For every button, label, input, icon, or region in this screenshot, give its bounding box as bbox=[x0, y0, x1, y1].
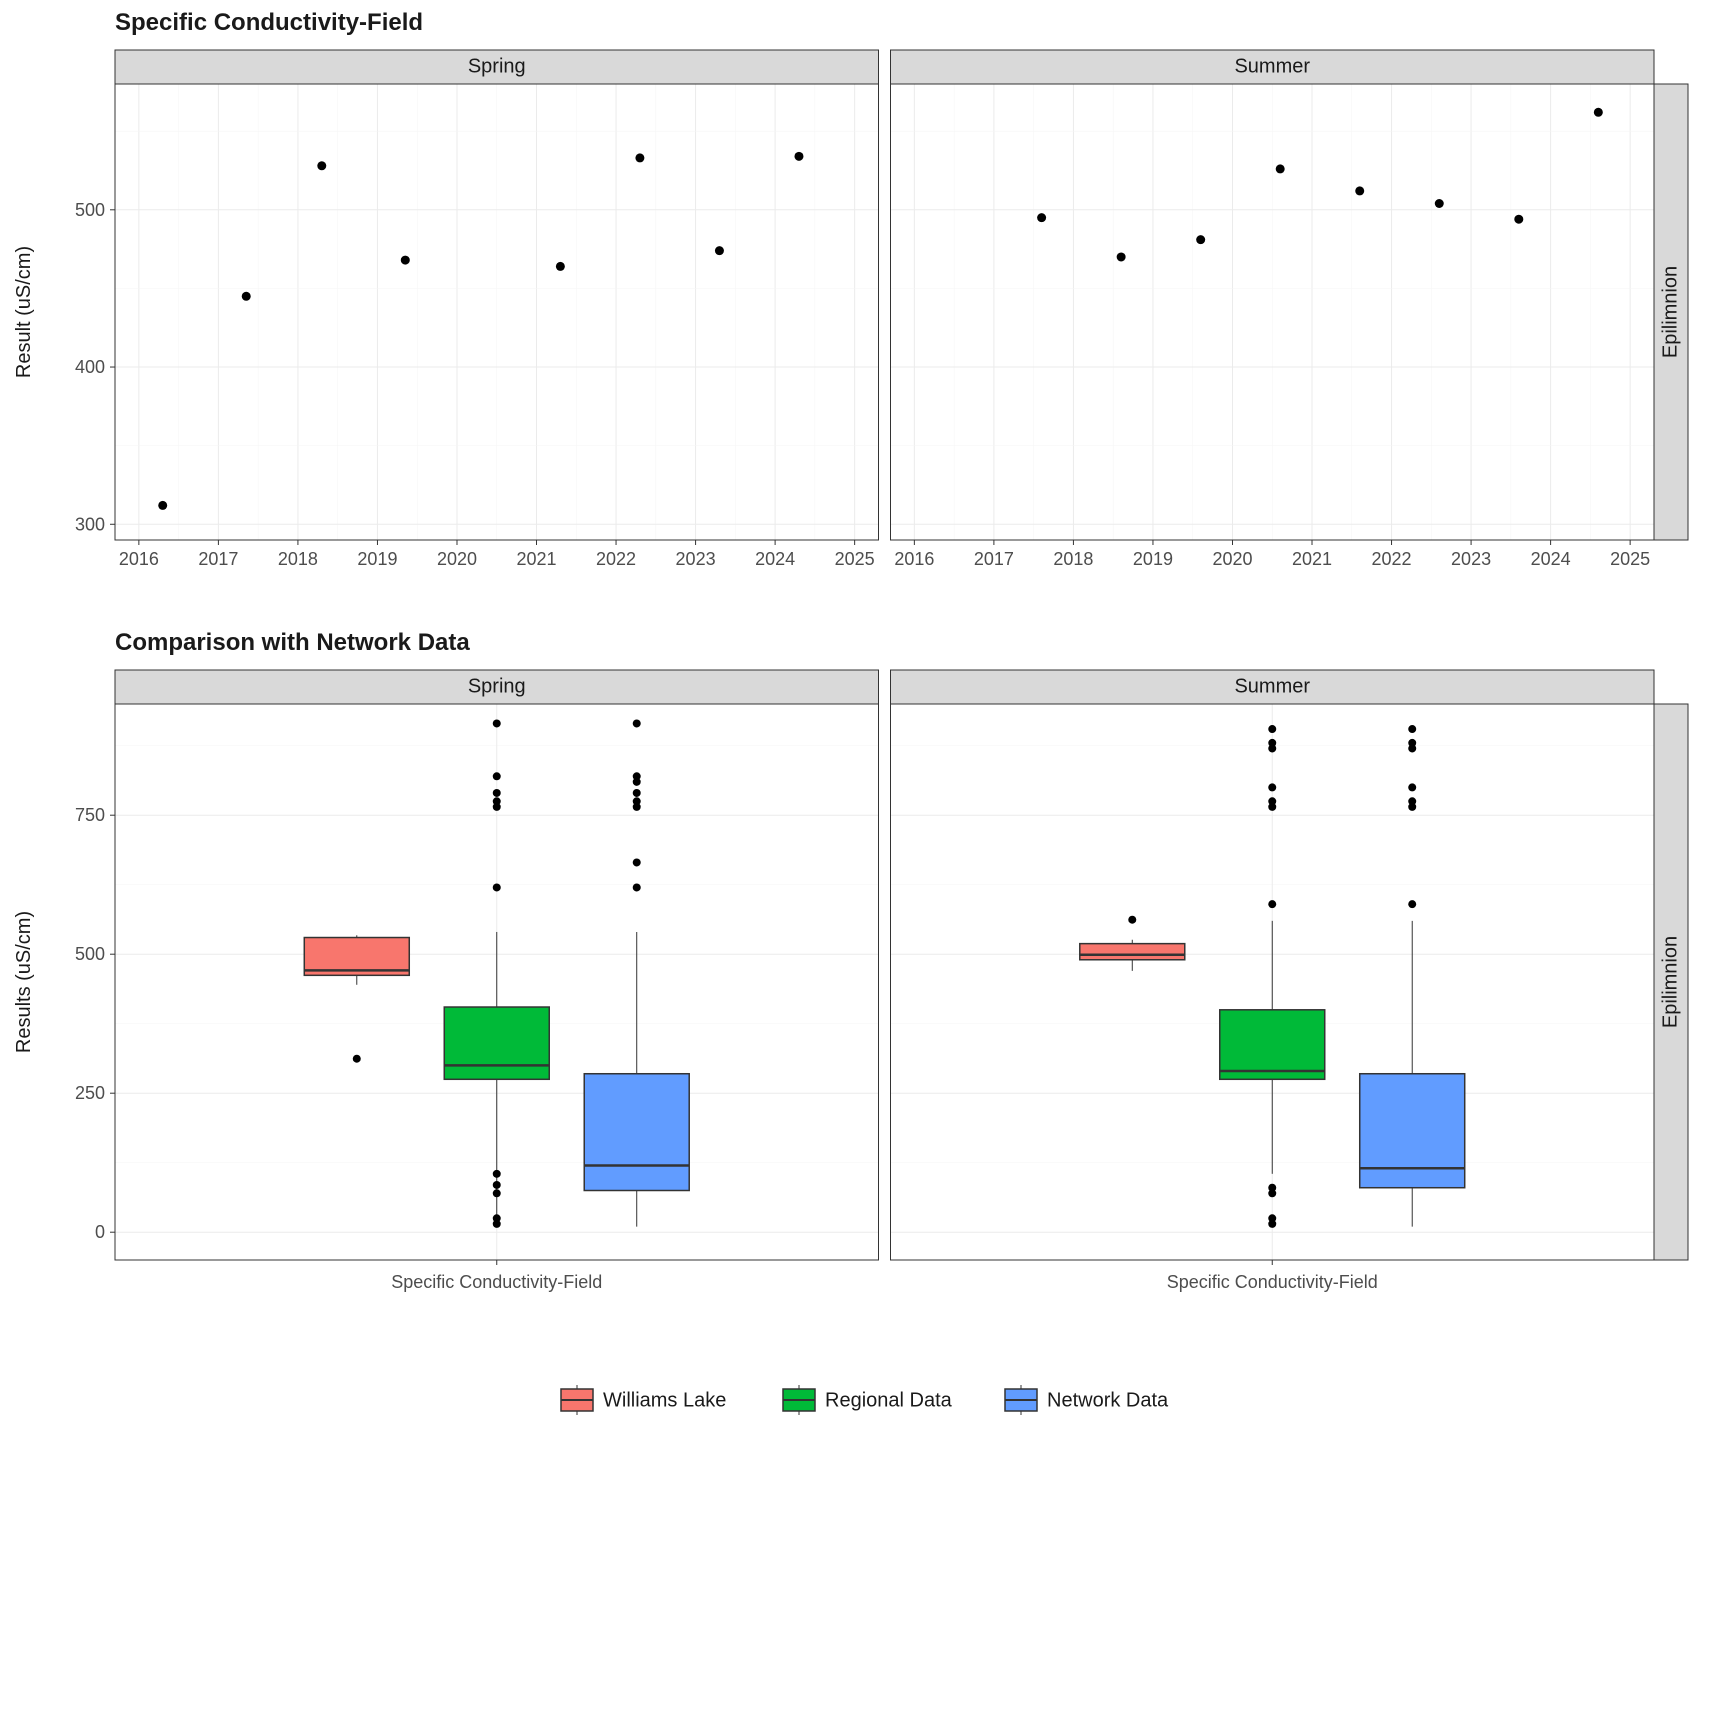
box-outlier bbox=[493, 719, 501, 727]
box-outlier bbox=[1408, 744, 1416, 752]
box-outlier bbox=[1268, 803, 1276, 811]
box-rect bbox=[584, 1074, 689, 1191]
scatter-point bbox=[1196, 235, 1205, 244]
y-tick-label: 500 bbox=[75, 944, 105, 964]
y-tick-label: 250 bbox=[75, 1083, 105, 1103]
box-outlier bbox=[633, 789, 641, 797]
x-tick-label: 2017 bbox=[974, 549, 1014, 569]
scatter-point bbox=[635, 153, 644, 162]
box-outlier bbox=[633, 719, 641, 727]
box-outlier bbox=[1268, 725, 1276, 733]
box-outlier bbox=[493, 1170, 501, 1178]
box-outlier bbox=[493, 883, 501, 891]
box-outlier bbox=[493, 1181, 501, 1189]
x-tick-label: 2024 bbox=[1531, 549, 1571, 569]
boxplot-title: Comparison with Network Data bbox=[115, 629, 470, 656]
scatter-point bbox=[1117, 252, 1126, 261]
box-outlier bbox=[633, 778, 641, 786]
box-outlier bbox=[493, 803, 501, 811]
box-outlier bbox=[1408, 900, 1416, 908]
scatter-point bbox=[794, 152, 803, 161]
scatter-point bbox=[1594, 108, 1603, 117]
x-tick-label: 2016 bbox=[119, 549, 159, 569]
box-outlier bbox=[633, 803, 641, 811]
scatter-point bbox=[317, 161, 326, 170]
x-tick-label: 2020 bbox=[1212, 549, 1252, 569]
box-outlier bbox=[493, 772, 501, 780]
box-outlier bbox=[493, 1220, 501, 1228]
x-tick-label: 2021 bbox=[1292, 549, 1332, 569]
y-tick-label: 750 bbox=[75, 805, 105, 825]
x-tick-label: 2025 bbox=[1610, 549, 1650, 569]
box-outlier bbox=[1128, 916, 1136, 924]
scatter-point bbox=[1514, 215, 1523, 224]
box-outlier bbox=[633, 858, 641, 866]
box-outlier bbox=[1408, 725, 1416, 733]
x-tick-label: 2018 bbox=[278, 549, 318, 569]
boxplot-facet-label: Summer bbox=[1234, 675, 1310, 697]
box-outlier bbox=[1268, 744, 1276, 752]
box-outlier bbox=[493, 1189, 501, 1197]
box-outlier bbox=[353, 1055, 361, 1063]
box-outlier bbox=[493, 789, 501, 797]
x-tick-label: 2019 bbox=[357, 549, 397, 569]
box-outlier bbox=[1408, 783, 1416, 791]
scatter-title: Specific Conductivity-Field bbox=[115, 9, 423, 36]
box-outlier bbox=[1268, 1220, 1276, 1228]
x-tick-label: 2022 bbox=[1372, 549, 1412, 569]
box-rect bbox=[1220, 1010, 1325, 1080]
scatter-facet-label: Summer bbox=[1234, 55, 1310, 77]
box-outlier bbox=[1268, 900, 1276, 908]
legend-label: Regional Data bbox=[825, 1389, 953, 1411]
x-tick-label: Specific Conductivity-Field bbox=[391, 1272, 602, 1292]
scatter-point bbox=[1435, 199, 1444, 208]
x-tick-label: 2025 bbox=[835, 549, 875, 569]
boxplot-y-axis-label: Results (uS/cm) bbox=[13, 911, 35, 1053]
scatter-y-axis-label: Result (uS/cm) bbox=[13, 246, 35, 378]
x-tick-label: Specific Conductivity-Field bbox=[1167, 1272, 1378, 1292]
box-outlier bbox=[1268, 1189, 1276, 1197]
boxplot-row-label: Epilimnion bbox=[1659, 936, 1681, 1028]
y-tick-label: 300 bbox=[75, 514, 105, 534]
legend-label: Network Data bbox=[1047, 1389, 1169, 1411]
scatter-point bbox=[242, 292, 251, 301]
x-tick-label: 2017 bbox=[198, 549, 238, 569]
scatter-point bbox=[158, 501, 167, 510]
scatter-facet-label: Spring bbox=[468, 55, 526, 77]
x-tick-label: 2019 bbox=[1133, 549, 1173, 569]
x-tick-label: 2023 bbox=[1451, 549, 1491, 569]
x-tick-label: 2016 bbox=[894, 549, 934, 569]
scatter-point bbox=[556, 262, 565, 271]
y-tick-label: 500 bbox=[75, 200, 105, 220]
legend-label: Williams Lake bbox=[603, 1389, 726, 1411]
x-tick-label: 2022 bbox=[596, 549, 636, 569]
x-tick-label: 2018 bbox=[1053, 549, 1093, 569]
x-tick-label: 2023 bbox=[676, 549, 716, 569]
boxplot-facet-label: Spring bbox=[468, 675, 526, 697]
scatter-point bbox=[1037, 213, 1046, 222]
scatter-point bbox=[715, 246, 724, 255]
scatter-row-label: Epilimnion bbox=[1659, 266, 1681, 358]
box-rect bbox=[444, 1007, 549, 1079]
y-tick-label: 0 bbox=[95, 1222, 105, 1242]
box-outlier bbox=[633, 883, 641, 891]
x-tick-label: 2024 bbox=[755, 549, 795, 569]
scatter-point bbox=[401, 256, 410, 265]
scatter-point bbox=[1355, 186, 1364, 195]
x-tick-label: 2021 bbox=[516, 549, 556, 569]
box-rect bbox=[1080, 944, 1185, 960]
y-tick-label: 400 bbox=[75, 357, 105, 377]
box-outlier bbox=[1408, 803, 1416, 811]
scatter-point bbox=[1276, 164, 1285, 173]
box-rect bbox=[1360, 1074, 1465, 1188]
box-outlier bbox=[1268, 783, 1276, 791]
x-tick-label: 2020 bbox=[437, 549, 477, 569]
